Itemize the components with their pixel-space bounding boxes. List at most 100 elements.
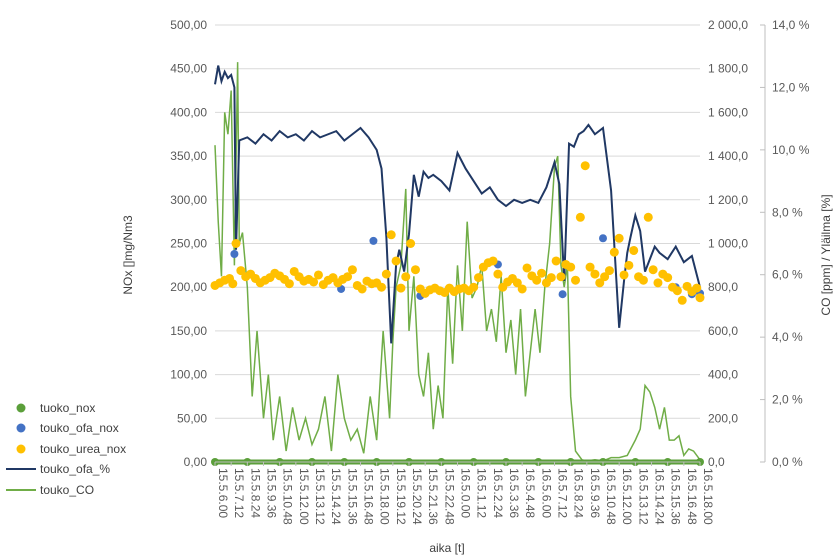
urea-nox-point — [590, 269, 600, 279]
ofa-nox-point — [558, 290, 567, 299]
urea-nox-point — [347, 265, 357, 275]
urea-nox-point — [638, 275, 648, 285]
urea-nox-point — [377, 282, 387, 292]
x-tick-label: 15.5.18.00 — [378, 468, 392, 525]
right-y-tick-label: 1 600,0 — [708, 105, 748, 119]
urea-nox-point — [386, 230, 396, 240]
legend-marker — [16, 403, 26, 413]
x-tick-label: 16.5.16.48 — [685, 468, 699, 525]
urea-nox-point — [629, 245, 639, 255]
x-tick-label: 15.5.14.24 — [329, 468, 343, 525]
right-y-tick-labels-primary: 0,0 200,0 400,0 600,0 800,0 1 000,0 1 200,0 1 4… — [708, 18, 748, 469]
right-y-tick-label: 800,0 — [708, 280, 738, 294]
secondary-y-tick-label: 14,0 % — [772, 18, 810, 32]
urea-nox-point — [343, 272, 353, 282]
urea-nox-point — [619, 270, 629, 280]
urea-nox-point — [488, 256, 498, 266]
legend-label: touko_CO — [40, 483, 94, 497]
co-series — [214, 62, 701, 462]
legend: tuoko_nox touko_ofa_nox touko_urea_noxtouk… — [6, 401, 126, 497]
secondary-y-tick-label: 10,0 % — [772, 143, 810, 157]
x-tick-label: 15.5.21.36 — [426, 468, 440, 525]
x-tick-label: 16.5.4.48 — [523, 468, 537, 518]
urea-nox-point — [585, 262, 595, 272]
x-tick-label: 16.5.8.24 — [572, 468, 586, 518]
urea-nox-point — [566, 262, 576, 272]
urea-nox-point — [546, 273, 556, 283]
urea-nox-point — [695, 293, 705, 303]
legend-label: touko_ofa_nox — [40, 421, 119, 435]
urea-nox-point — [551, 256, 561, 266]
x-tick-label: 16.5.6.00 — [539, 468, 553, 518]
left-y-tick-label: 250,00 — [170, 237, 207, 251]
urea-nox-point — [231, 239, 241, 248]
x-tick-label: 15.5.19.12 — [394, 468, 408, 525]
urea-nox-point — [575, 212, 585, 222]
urea-nox-point — [600, 272, 610, 282]
urea-nox-point — [517, 284, 527, 294]
urea-nox-point — [381, 269, 391, 279]
urea-nox-point — [309, 277, 319, 287]
left-y-tick-label: 50,00 — [177, 411, 207, 425]
x-tick-label: 16.5.12.00 — [620, 468, 634, 525]
x-tick-label: 15.5.13.12 — [313, 468, 327, 525]
grid-lines — [215, 24, 700, 463]
right-y-tick-label: 1 200,0 — [708, 193, 748, 207]
urea-nox-point — [677, 295, 687, 305]
x-tick-label: 16.5.1.12 — [475, 468, 489, 518]
x-tick-label: 15.5.16.48 — [362, 468, 376, 525]
x-tick-label: 15.5.12.00 — [297, 468, 311, 525]
urea-nox-point — [648, 265, 658, 275]
legend-marker — [16, 423, 26, 433]
urea-nox-point — [512, 278, 522, 288]
left-y-tick-label: 0,00 — [184, 455, 208, 469]
legend-label: tuoko_nox — [40, 401, 95, 415]
x-tick-label: 16.5.10.48 — [604, 468, 618, 525]
left-y-tick-label: 400,00 — [170, 105, 207, 119]
ofa-nox-point — [230, 249, 239, 258]
legend-label: touko_ofa_% — [40, 462, 110, 476]
right-y-tick-label: 1 000,0 — [708, 237, 748, 251]
secondary-y-tick-label: 4,0 % — [772, 330, 803, 344]
urea-nox-point — [401, 272, 411, 282]
urea-nox-point — [609, 247, 619, 257]
secondary-y-tick-label: 2,0 % — [772, 393, 803, 407]
x-tick-label: 15.5.20.24 — [410, 468, 424, 525]
urea-nox-point — [396, 283, 406, 293]
ofa-nox-point — [369, 236, 378, 245]
urea-nox-point — [692, 283, 702, 293]
ofa-percent-series — [214, 65, 701, 344]
urea-nox-point — [604, 266, 614, 276]
left-y-tick-label: 350,00 — [170, 149, 207, 163]
right-y-tick-label: 600,0 — [708, 324, 738, 338]
urea-nox-point — [663, 273, 673, 283]
urea-nox-point — [284, 279, 294, 289]
x-tick-label: 16.5.2.24 — [491, 468, 505, 518]
urea-nox-point — [556, 272, 566, 282]
urea-nox-point — [357, 284, 367, 294]
urea-nox-point — [595, 278, 605, 288]
secondary-y-tick-label: 12,0 % — [772, 80, 810, 94]
x-tick-label: 15.5.15.36 — [345, 468, 359, 525]
urea-nox-point — [624, 260, 634, 270]
urea-nox-point — [391, 256, 401, 266]
x-axis-title: aika [t] — [429, 541, 464, 555]
x-tick-label: 16.5.7.12 — [556, 468, 570, 518]
urea-nox-point — [532, 275, 542, 285]
secondary-y-tick-label: 6,0 % — [772, 268, 803, 282]
urea-nox-point — [522, 263, 532, 273]
x-tick-label: 15.5.22.48 — [442, 468, 456, 525]
co-line — [214, 62, 701, 462]
x-tick-label: 15.5.9.36 — [265, 468, 279, 518]
right-y-tick-label: 400,0 — [708, 368, 738, 382]
right-y-tick-label: 1 800,0 — [708, 62, 748, 76]
urea-nox-point — [537, 268, 547, 278]
x-tick-label: 16.5.3.36 — [507, 468, 521, 518]
left-y-axis-title: NOx []mg/Nm3 — [121, 215, 135, 295]
left-y-tick-label: 450,00 — [170, 62, 207, 76]
x-tick-label: 16.5.0.00 — [459, 468, 473, 518]
urea-nox-point — [614, 233, 624, 243]
scatter-series — [210, 161, 705, 466]
